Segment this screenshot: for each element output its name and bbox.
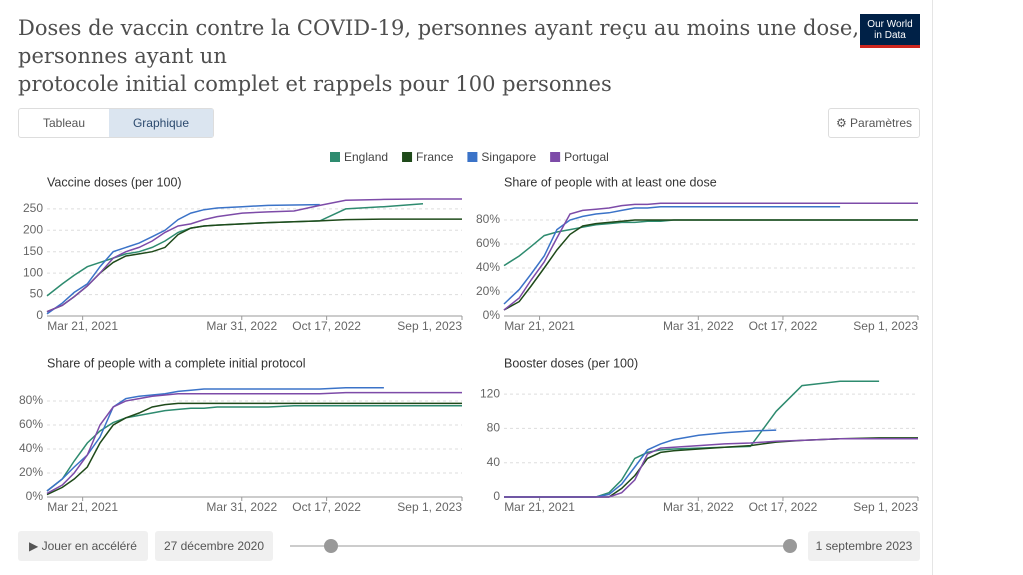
- series-line: Singapore: [503, 206, 841, 305]
- chart-title: Vaccine doses (per 100): [47, 175, 182, 189]
- end-date[interactable]: 1 septembre 2023: [808, 531, 920, 561]
- y-tick-label: 100: [23, 265, 43, 279]
- y-tick-label: 150: [23, 244, 43, 258]
- x-tick-label: Sep 1, 2023: [397, 500, 462, 514]
- legend-label: Singapore: [481, 150, 536, 164]
- y-tick-label: 80: [487, 421, 501, 435]
- y-tick-label: 200: [23, 222, 43, 236]
- y-tick-label: 250: [23, 201, 43, 215]
- x-tick-label: Oct 17, 2022: [749, 319, 818, 333]
- y-tick-label: 40%: [19, 441, 43, 455]
- title-line: personnes ayant un: [18, 44, 227, 68]
- legend-swatch: [467, 152, 478, 162]
- legend-swatch: [330, 152, 340, 162]
- x-tick-label: Mar 21, 2021: [47, 500, 118, 514]
- y-tick-label: 60%: [19, 417, 43, 431]
- x-tick-label: Sep 1, 2023: [853, 319, 918, 333]
- end-date-label: 1 septembre 2023: [815, 539, 913, 553]
- series-line: France: [46, 218, 462, 313]
- timeline-handle[interactable]: [783, 539, 797, 553]
- logo-text: in Data: [874, 30, 906, 41]
- tab-group: [18, 108, 214, 138]
- logo[interactable]: Our World in Data: [860, 14, 920, 48]
- x-tick-label: Mar 31, 2022: [206, 319, 277, 333]
- title-line: protocole initial complet et rappels pou…: [18, 72, 612, 96]
- x-tick-label: Mar 31, 2022: [663, 500, 734, 514]
- table-tab-label: Tableau: [42, 116, 86, 130]
- play-label: Jouer en accéléré: [41, 539, 137, 553]
- legend-label: Portugal: [564, 150, 609, 164]
- legend-swatch: [402, 152, 413, 162]
- series-line: Portugal: [504, 437, 918, 498]
- series-line: France: [504, 437, 918, 498]
- y-tick-label: 40%: [476, 260, 500, 274]
- x-tick-label: Oct 17, 2022: [292, 500, 361, 514]
- x-tick-label: Mar 21, 2021: [504, 319, 575, 333]
- chart-tab-label: Graphique: [132, 116, 190, 130]
- table-tab[interactable]: Tableau: [19, 109, 109, 137]
- y-tick-label: 40: [487, 455, 501, 469]
- settings-button[interactable]: ⚙ Paramètres: [828, 108, 920, 138]
- y-tick-label: 120: [480, 386, 500, 400]
- y-tick-label: 0%: [26, 489, 44, 503]
- start-date[interactable]: 27 décembre 2020: [155, 531, 273, 561]
- y-tick-label: 20%: [19, 465, 43, 479]
- chart-tab[interactable]: Graphique: [109, 109, 213, 137]
- start-date-label: 27 décembre 2020: [163, 539, 265, 553]
- chart-title: Share of people with a complete initial …: [47, 356, 305, 370]
- chart-title: Booster doses (per 100): [504, 356, 638, 370]
- x-tick-label: Oct 17, 2022: [292, 319, 361, 333]
- y-tick-label: 0: [36, 308, 43, 322]
- series-line: Singapore: [504, 429, 777, 498]
- y-tick-label: 60%: [476, 236, 500, 250]
- border: [932, 0, 933, 575]
- series-line: Portugal: [46, 391, 462, 495]
- y-tick-label: 0: [493, 489, 500, 503]
- series-line: Singapore: [46, 387, 384, 492]
- series-line: England: [46, 405, 462, 492]
- series-line: France: [46, 402, 462, 496]
- title: Doses de vaccin contre la COVID-19, pers…: [18, 14, 860, 98]
- x-tick-label: Oct 17, 2022: [749, 500, 818, 514]
- series-line: England: [46, 202, 424, 297]
- y-tick-label: 80%: [476, 212, 500, 226]
- y-tick-label: 50: [30, 287, 44, 301]
- y-tick-label: 0%: [483, 308, 501, 322]
- logo-text: Our World: [867, 19, 913, 30]
- title-line: Doses de vaccin contre la COVID-19, pers…: [18, 16, 860, 40]
- x-tick-label: Mar 31, 2022: [206, 500, 277, 514]
- play-button[interactable]: ▶ Jouer en accéléré: [18, 531, 148, 561]
- x-tick-label: Sep 1, 2023: [853, 500, 918, 514]
- y-tick-label: 80%: [19, 393, 43, 407]
- y-tick-label: 20%: [476, 284, 500, 298]
- legend-label: England: [344, 150, 388, 164]
- series-line: Portugal: [46, 198, 462, 313]
- legend-label: France: [416, 150, 454, 164]
- timeline-handle[interactable]: [324, 539, 338, 553]
- series-line: France: [503, 219, 918, 311]
- x-tick-label: Mar 21, 2021: [504, 500, 575, 514]
- series-line: Singapore: [46, 203, 320, 315]
- series-line: England: [503, 219, 918, 267]
- legend-swatch: [550, 152, 561, 162]
- x-tick-label: Mar 21, 2021: [47, 319, 118, 333]
- x-tick-label: Sep 1, 2023: [397, 319, 462, 333]
- series-line: Portugal: [503, 202, 918, 311]
- x-tick-label: Mar 31, 2022: [663, 319, 734, 333]
- settings-label: Paramètres: [850, 116, 913, 130]
- chart-title: Share of people with at least one dose: [504, 175, 717, 189]
